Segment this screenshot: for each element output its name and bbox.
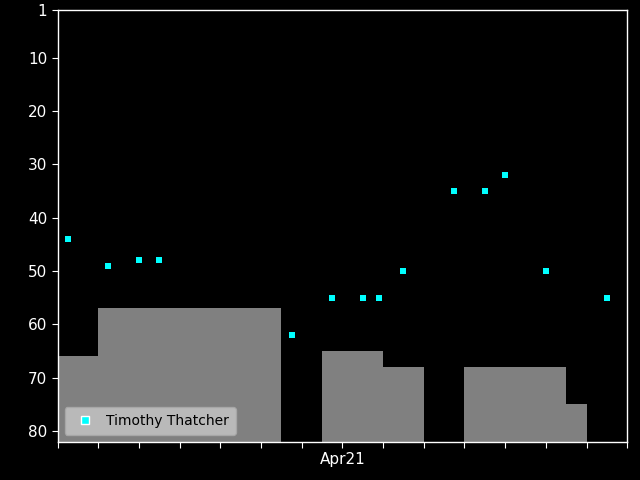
Legend: Timothy Thatcher: Timothy Thatcher bbox=[65, 407, 236, 435]
Bar bbox=[383, 367, 424, 442]
Bar bbox=[99, 308, 139, 442]
Bar bbox=[220, 308, 241, 442]
Point bbox=[358, 294, 368, 301]
Point bbox=[134, 256, 144, 264]
Bar bbox=[566, 404, 586, 442]
Point bbox=[63, 235, 73, 243]
Bar bbox=[322, 351, 363, 442]
Bar bbox=[465, 367, 505, 442]
Point bbox=[287, 331, 297, 339]
Bar bbox=[200, 308, 220, 442]
Bar bbox=[241, 308, 282, 442]
Point bbox=[541, 267, 551, 275]
Point bbox=[103, 262, 113, 269]
Bar bbox=[180, 308, 200, 442]
Point bbox=[602, 294, 612, 301]
Point bbox=[449, 187, 460, 195]
Bar bbox=[505, 367, 525, 442]
Bar bbox=[139, 308, 180, 442]
Bar bbox=[58, 356, 99, 442]
Bar bbox=[363, 351, 383, 442]
Point bbox=[154, 256, 164, 264]
Point bbox=[398, 267, 408, 275]
Point bbox=[500, 171, 510, 179]
Point bbox=[374, 294, 384, 301]
Bar bbox=[525, 367, 566, 442]
Point bbox=[327, 294, 337, 301]
Point bbox=[480, 187, 490, 195]
